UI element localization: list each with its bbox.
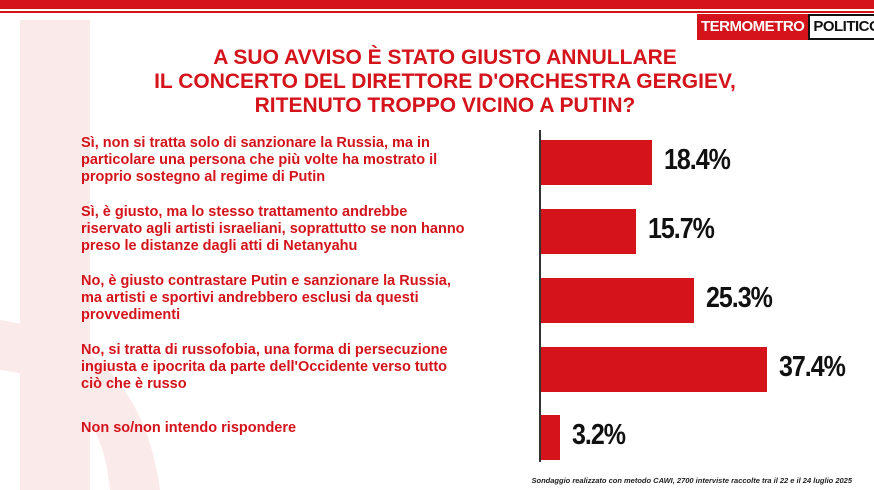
data-label: 18.4% [664,143,731,177]
brand-logo-part2: POLITICO [808,14,874,40]
top-red-bar [0,0,874,9]
chart-title-line: RITENUTO TROPPO VICINO A PUTIN? [254,94,636,117]
chart-axis [539,130,541,462]
chart-title-line: IL CONCERTO DEL DIRETTORE D'ORCHESTRA GE… [154,70,736,93]
category-label-line: provvedimenti [81,307,181,323]
category-label: No, si tratta di russofobia, una forma d… [81,342,531,393]
top-red-line [0,11,874,13]
category-label-line: riservato agli artisti israeliani, sopra… [81,221,465,237]
chart-title-line: A SUO AVVISO È STATO GIUSTO ANNULLARE [213,46,677,69]
category-label-line: No, è giusto contrastare Putin e sanzion… [81,273,451,289]
category-label-line: preso le distanze dagli atti di Netanyah… [81,238,358,254]
category-label-line: particolare una persona che più volte ha… [81,152,438,168]
category-label-line: ciò che è russo [81,376,187,392]
category-label: Sì, è giusto, ma lo stesso trattamento a… [81,204,531,255]
category-label: Sì, non si tratta solo di sanzionare la … [81,135,531,186]
category-label-line: proprio sostegno al regime di Putin [81,169,326,185]
brand-logo-part1: TERMOMETRO [697,14,809,40]
category-label: No, è giusto contrastare Putin e sanzion… [81,273,531,324]
bar [541,347,767,392]
data-label: 25.3% [706,281,773,315]
data-label: 37.4% [779,350,846,384]
category-label-line: Sì, è giusto, ma lo stesso trattamento a… [81,204,408,220]
category-label-line: Sì, non si tratta solo di sanzionare la … [81,135,430,151]
bar [541,278,694,323]
category-label-line: Non so/non intendo rispondere [81,420,297,436]
survey-footnote: Sondaggio realizzato con metodo CAWI, 27… [531,476,852,485]
bar [541,209,636,254]
category-label-line: ma artisti e sportivi andrebbero esclusi… [81,290,419,306]
brand-logo: TERMOMETRO POLITICO [697,14,874,40]
bar [541,140,652,185]
chart-title: A SUO AVVISO È STATO GIUSTO ANNULLARE IL… [150,46,740,118]
category-label-line: No, si tratta di russofobia, una forma d… [81,342,448,358]
bar [541,415,560,460]
category-label-line: ingiusta e ipocrita da parte dell'Occide… [81,359,448,375]
data-label: 3.2% [572,418,626,452]
category-label: Non so/non intendo rispondere [81,420,531,437]
data-label: 15.7% [648,212,715,246]
